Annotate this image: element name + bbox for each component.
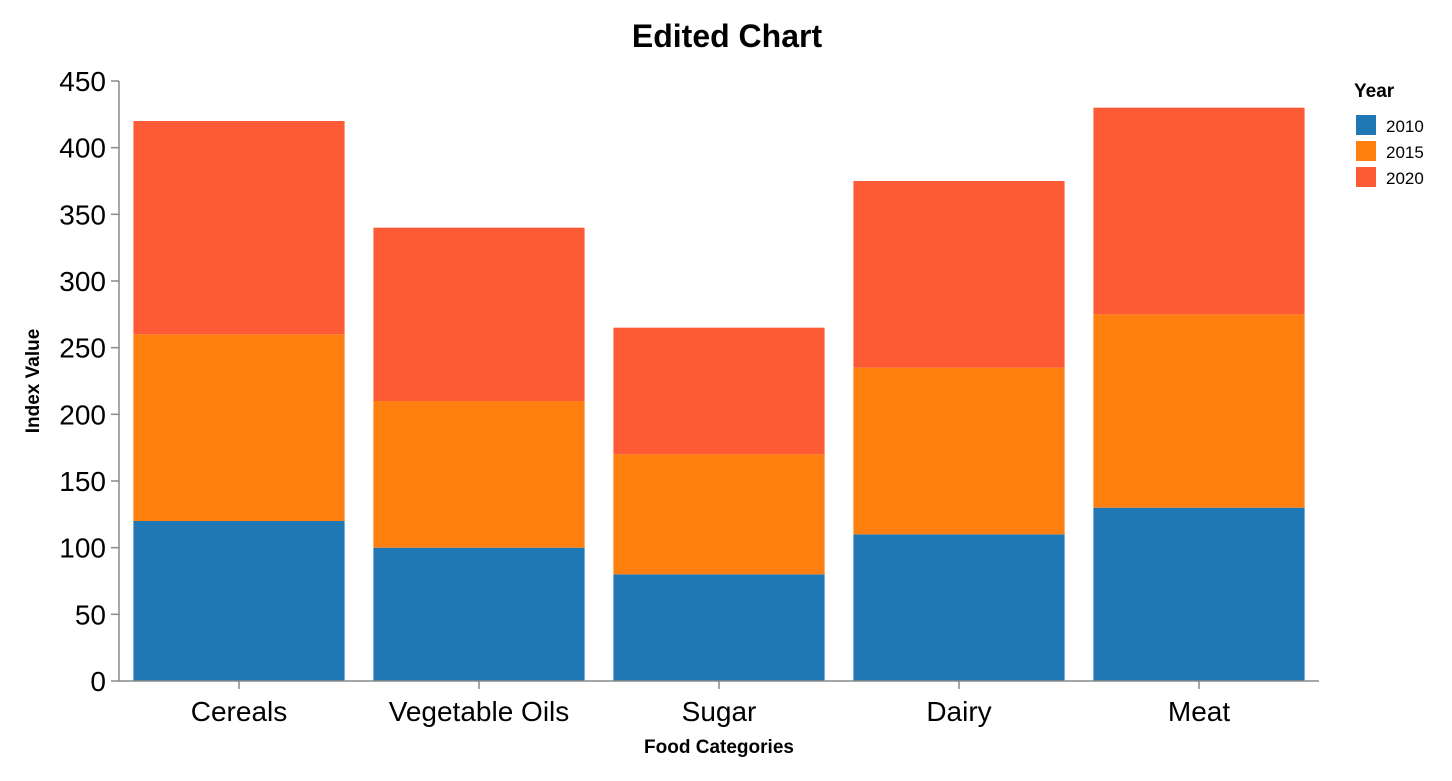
y-tick-label: 150: [59, 466, 106, 497]
bar-vegetable-oils-2010: [373, 547, 585, 681]
chart-title: Edited Chart: [632, 18, 823, 54]
bar-sugar-2020: [613, 327, 825, 455]
y-tick-label: 400: [59, 133, 106, 164]
y-tick-label: 0: [90, 666, 106, 697]
bar-meat-2010: [1093, 507, 1305, 681]
y-tick-label: 100: [59, 533, 106, 564]
y-tick-label: 50: [75, 599, 106, 630]
y-tick-label: 300: [59, 266, 106, 297]
x-axis: Cereals Vegetable Oils Sugar Dairy Meat: [119, 680, 1319, 727]
bar-vegetable-oils-2020: [373, 227, 585, 401]
legend-label-2015: 2015: [1386, 143, 1424, 162]
x-tick-label: Cereals: [191, 696, 287, 727]
y-tick-label: 450: [59, 66, 106, 97]
bar-meat-2015: [1093, 314, 1305, 508]
bar-cereals-2010: [133, 521, 345, 681]
bar-cereals-2015: [133, 334, 345, 521]
legend-swatch-2010: [1356, 115, 1376, 135]
bar-meat-2020: [1093, 107, 1305, 315]
x-tick-label: Sugar: [682, 696, 757, 727]
y-tick-label: 250: [59, 333, 106, 364]
legend: Year 2010 2015 2020: [1354, 81, 1424, 188]
x-axis-title: Food Categories: [644, 737, 794, 758]
legend-title: Year: [1354, 81, 1395, 102]
legend-swatch-2020: [1356, 167, 1376, 187]
bar-sugar-2010: [613, 574, 825, 681]
y-axis: 0 50 100 150 200 250 300 350 400 450: [59, 66, 120, 697]
bar-cereals-2020: [133, 121, 345, 335]
bar-dairy-2020: [853, 181, 1065, 368]
bar-vegetable-oils-2015: [373, 401, 585, 548]
bar-dairy-2010: [853, 534, 1065, 681]
y-axis-title: Index Value: [23, 329, 44, 434]
bar-sugar-2015: [613, 454, 825, 575]
legend-label-2010: 2010: [1386, 117, 1424, 136]
y-tick-label: 200: [59, 399, 106, 430]
x-tick-label: Dairy: [926, 696, 991, 727]
x-tick-label: Vegetable Oils: [389, 696, 570, 727]
x-tick-label: Meat: [1168, 696, 1230, 727]
legend-swatch-2015: [1356, 141, 1376, 161]
bar-dairy-2015: [853, 367, 1065, 535]
y-tick-label: 350: [59, 199, 106, 230]
legend-label-2020: 2020: [1386, 169, 1424, 188]
plot-area: [133, 107, 1305, 681]
